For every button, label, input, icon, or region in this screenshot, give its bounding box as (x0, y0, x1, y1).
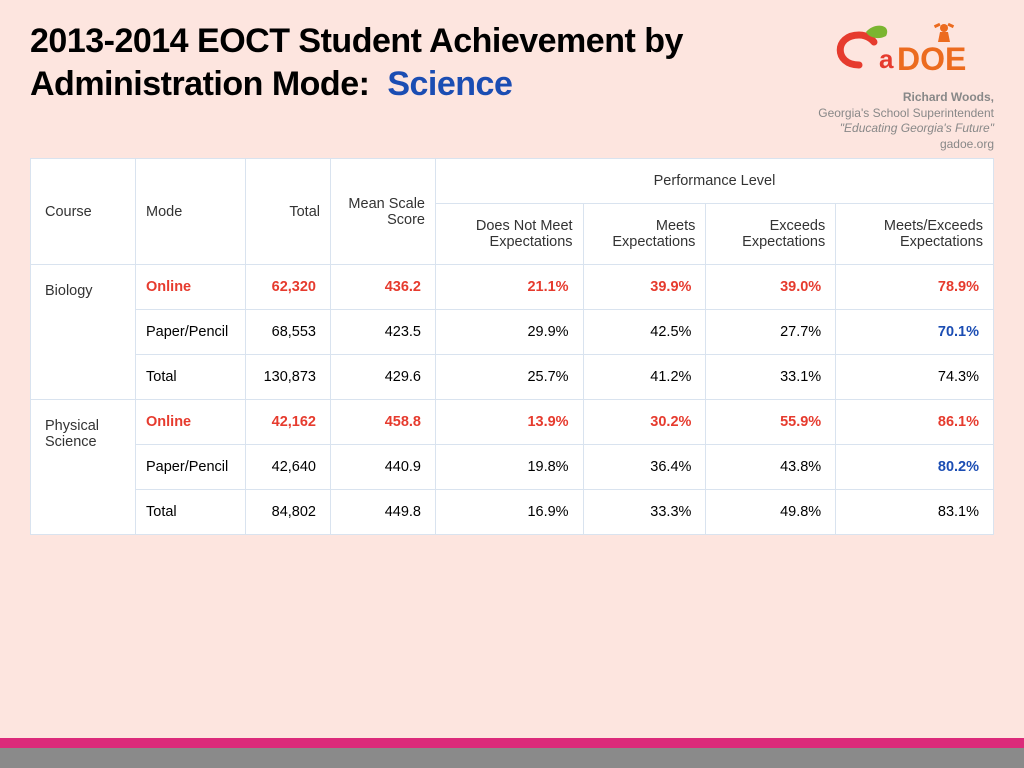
total-cell: 42,162 (246, 400, 331, 445)
course-cell: Physical Science (31, 400, 136, 535)
mss-cell: 440.9 (331, 445, 436, 490)
perf-cell: 43.8% (706, 445, 836, 490)
slide: 2013-2014 EOCT Student Achievement by Ad… (0, 0, 1024, 535)
perf-cell: 19.8% (436, 445, 584, 490)
superintendent-name: Richard Woods, (774, 90, 994, 106)
table-row: Total84,802449.816.9%33.3%49.8%83.1% (31, 490, 994, 535)
perf-cell: 86.1% (836, 400, 994, 445)
th-mss: Mean Scale Score (331, 159, 436, 265)
mss-cell: 423.5 (331, 310, 436, 355)
perf-cell: 49.8% (706, 490, 836, 535)
th-perf-1: Meets Expectations (583, 204, 706, 265)
slide-title: 2013-2014 EOCT Student Achievement by Ad… (30, 20, 764, 105)
perf-cell: 39.9% (583, 265, 706, 310)
data-table-container: Course Mode Total Mean Scale Score Perfo… (30, 158, 994, 535)
table-row: Total130,873429.625.7%41.2%33.1%74.3% (31, 355, 994, 400)
tagline: "Educating Georgia's Future" (774, 121, 994, 137)
title-block: 2013-2014 EOCT Student Achievement by Ad… (30, 20, 774, 105)
table-header: Course Mode Total Mean Scale Score Perfo… (31, 159, 994, 265)
table-row: Paper/Pencil68,553423.529.9%42.5%27.7%70… (31, 310, 994, 355)
th-course: Course (31, 159, 136, 265)
logo-block: a DOE Richard Woods, Georgia's School Su… (774, 20, 994, 152)
mode-cell: Paper/Pencil (136, 445, 246, 490)
total-cell: 62,320 (246, 265, 331, 310)
th-perf-0: Does Not Meet Expectations (436, 204, 584, 265)
perf-cell: 30.2% (583, 400, 706, 445)
mode-cell: Online (136, 265, 246, 310)
table-row: Physical ScienceOnline42,162458.813.9%30… (31, 400, 994, 445)
perf-cell: 36.4% (583, 445, 706, 490)
achievement-table: Course Mode Total Mean Scale Score Perfo… (30, 158, 994, 535)
table-body: BiologyOnline62,320436.221.1%39.9%39.0%7… (31, 265, 994, 535)
mode-cell: Total (136, 490, 246, 535)
mode-cell: Total (136, 355, 246, 400)
perf-cell: 83.1% (836, 490, 994, 535)
title-subject: Science (387, 65, 512, 103)
perf-cell: 13.9% (436, 400, 584, 445)
total-cell: 68,553 (246, 310, 331, 355)
perf-cell: 33.3% (583, 490, 706, 535)
svg-text:a: a (879, 44, 894, 74)
header-row: 2013-2014 EOCT Student Achievement by Ad… (30, 20, 994, 152)
mss-cell: 449.8 (331, 490, 436, 535)
svg-text:DOE: DOE (897, 41, 966, 77)
superintendent-role: Georgia's School Superintendent (774, 106, 994, 122)
perf-cell: 42.5% (583, 310, 706, 355)
mss-cell: 458.8 (331, 400, 436, 445)
perf-cell: 25.7% (436, 355, 584, 400)
perf-cell: 41.2% (583, 355, 706, 400)
perf-cell: 74.3% (836, 355, 994, 400)
perf-cell: 78.9% (836, 265, 994, 310)
mode-cell: Paper/Pencil (136, 310, 246, 355)
accent-bar (0, 738, 1024, 748)
mss-cell: 436.2 (331, 265, 436, 310)
perf-cell: 80.2% (836, 445, 994, 490)
perf-cell: 27.7% (706, 310, 836, 355)
table-row: Paper/Pencil42,640440.919.8%36.4%43.8%80… (31, 445, 994, 490)
table-row: BiologyOnline62,320436.221.1%39.9%39.0%7… (31, 265, 994, 310)
perf-cell: 21.1% (436, 265, 584, 310)
th-total: Total (246, 159, 331, 265)
th-perf-2: Exceeds Expectations (706, 204, 836, 265)
mode-cell: Online (136, 400, 246, 445)
perf-cell: 16.9% (436, 490, 584, 535)
th-performance-group: Performance Level (436, 159, 994, 204)
th-mode: Mode (136, 159, 246, 265)
perf-cell: 70.1% (836, 310, 994, 355)
total-cell: 130,873 (246, 355, 331, 400)
perf-cell: 55.9% (706, 400, 836, 445)
gadoe-logo: a DOE (824, 20, 994, 90)
perf-cell: 39.0% (706, 265, 836, 310)
footer-bar (0, 748, 1024, 768)
th-perf-3: Meets/Exceeds Expectations (836, 204, 994, 265)
mss-cell: 429.6 (331, 355, 436, 400)
total-cell: 84,802 (246, 490, 331, 535)
title-text: 2013-2014 EOCT Student Achievement by Ad… (30, 22, 683, 103)
total-cell: 42,640 (246, 445, 331, 490)
perf-cell: 29.9% (436, 310, 584, 355)
perf-cell: 33.1% (706, 355, 836, 400)
site-url: gadoe.org (774, 137, 994, 153)
course-cell: Biology (31, 265, 136, 400)
